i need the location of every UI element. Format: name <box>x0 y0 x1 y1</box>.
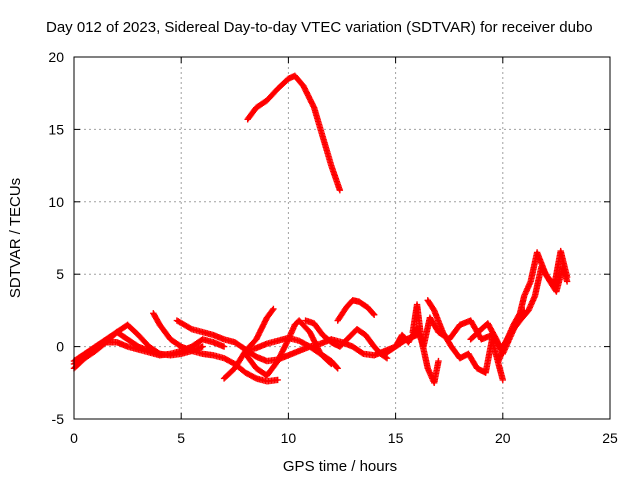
data-point <box>220 343 228 350</box>
data-point <box>274 376 281 384</box>
series-arc-7 <box>242 317 335 379</box>
y-tick-label: -5 <box>52 411 65 427</box>
x-tick-label: 15 <box>388 430 404 446</box>
series-arc-17 <box>499 263 571 350</box>
y-axis-label: SDTVAR / TECUs <box>7 178 24 298</box>
ticks <box>73 56 611 420</box>
data-point <box>370 311 378 318</box>
data-point <box>251 374 259 381</box>
data-point <box>269 306 276 314</box>
y-tick-label: 0 <box>56 339 64 355</box>
x-axis-label: GPS time / hours <box>283 458 397 475</box>
data-point <box>187 325 194 332</box>
y-tick-label: 5 <box>56 266 64 282</box>
series-arc-9 <box>302 317 391 362</box>
y-tick-label: 15 <box>48 121 64 137</box>
x-tick-label: 0 <box>70 430 78 446</box>
data-points <box>70 72 571 386</box>
chart-title: Day 012 of 2023, Sidereal Day-to-day VTE… <box>46 19 593 36</box>
data-point <box>383 354 391 362</box>
x-tick-label: 10 <box>281 430 297 446</box>
data-point <box>199 343 206 350</box>
x-tick-label: 20 <box>495 430 511 446</box>
data-point <box>563 278 571 285</box>
data-point <box>334 365 341 372</box>
tick-labels: 0 5 10 15 20 25 -5 0 5 10 15 20 <box>48 49 618 446</box>
series-arc-3 <box>70 321 163 368</box>
data-point <box>499 376 506 384</box>
y-tick-label: 10 <box>48 194 64 210</box>
data-point <box>328 360 335 368</box>
data-point <box>336 187 344 194</box>
series-arc-4 <box>150 310 281 385</box>
series-arc-13 <box>409 301 442 386</box>
data-point <box>370 310 377 317</box>
series-arc-10 <box>334 297 378 324</box>
x-tick-label: 5 <box>177 430 185 446</box>
data-point <box>333 364 340 371</box>
data-point <box>156 350 163 358</box>
series-arc-14 <box>424 297 506 384</box>
data-point <box>435 357 442 365</box>
data-point <box>155 349 162 357</box>
grid <box>74 57 610 419</box>
data-point <box>270 305 277 313</box>
y-tick-label: 20 <box>48 49 64 65</box>
data-point <box>327 359 334 367</box>
series-arc-11 <box>244 72 344 194</box>
x-tick-label: 25 <box>602 430 618 446</box>
plot-frame <box>73 56 611 420</box>
